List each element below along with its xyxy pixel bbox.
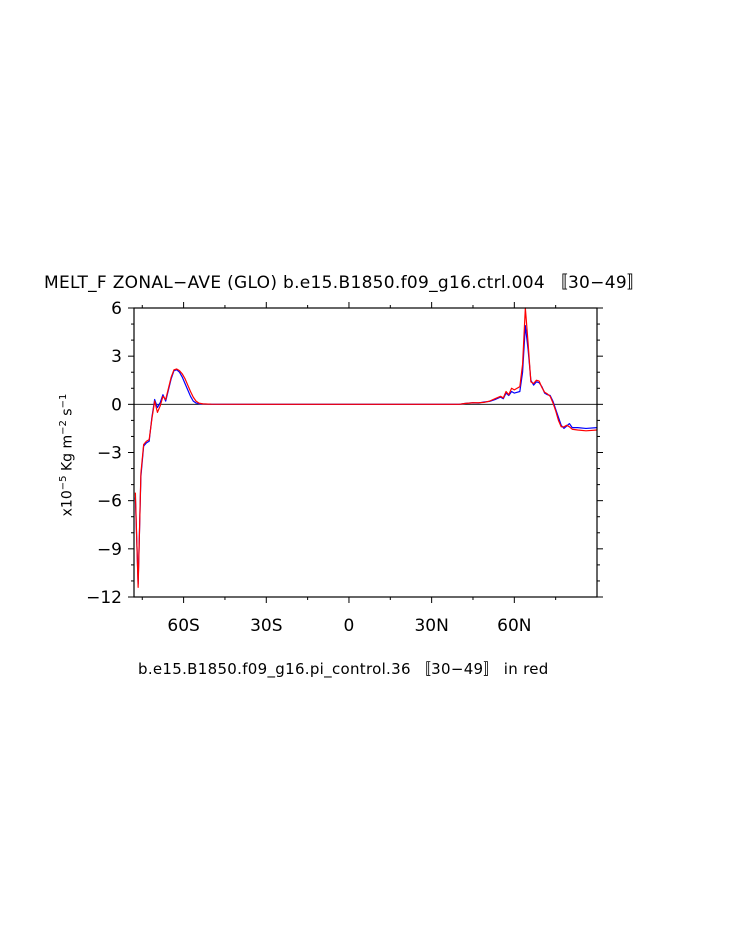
x-tick-label: 60S xyxy=(167,616,199,636)
x-tick-label: 60N xyxy=(497,616,531,636)
x-tick-label: 30N xyxy=(414,616,448,636)
series-line-2 xyxy=(134,307,598,588)
x-tick-label: 0 xyxy=(344,616,355,636)
y-tick-label: −6 xyxy=(97,492,122,512)
x-tick-label: 30S xyxy=(250,616,282,636)
y-tick-label: −3 xyxy=(97,444,122,464)
chart-caption: b.e15.B1850.f09_g16.pi_control.36 〚30−49… xyxy=(138,660,549,678)
chart-title: MELT_F ZONAL−AVE (GLO) b.e15.B1850.f09_g… xyxy=(44,273,645,293)
y-tick-label: 3 xyxy=(111,347,122,367)
plot-frame xyxy=(133,307,598,598)
y-tick-label: 6 xyxy=(111,299,122,319)
y-tick-label: −9 xyxy=(97,540,122,560)
y-tick-label: −12 xyxy=(86,588,122,608)
y-tick-label: 0 xyxy=(111,395,122,415)
series-line-1 xyxy=(134,325,598,585)
